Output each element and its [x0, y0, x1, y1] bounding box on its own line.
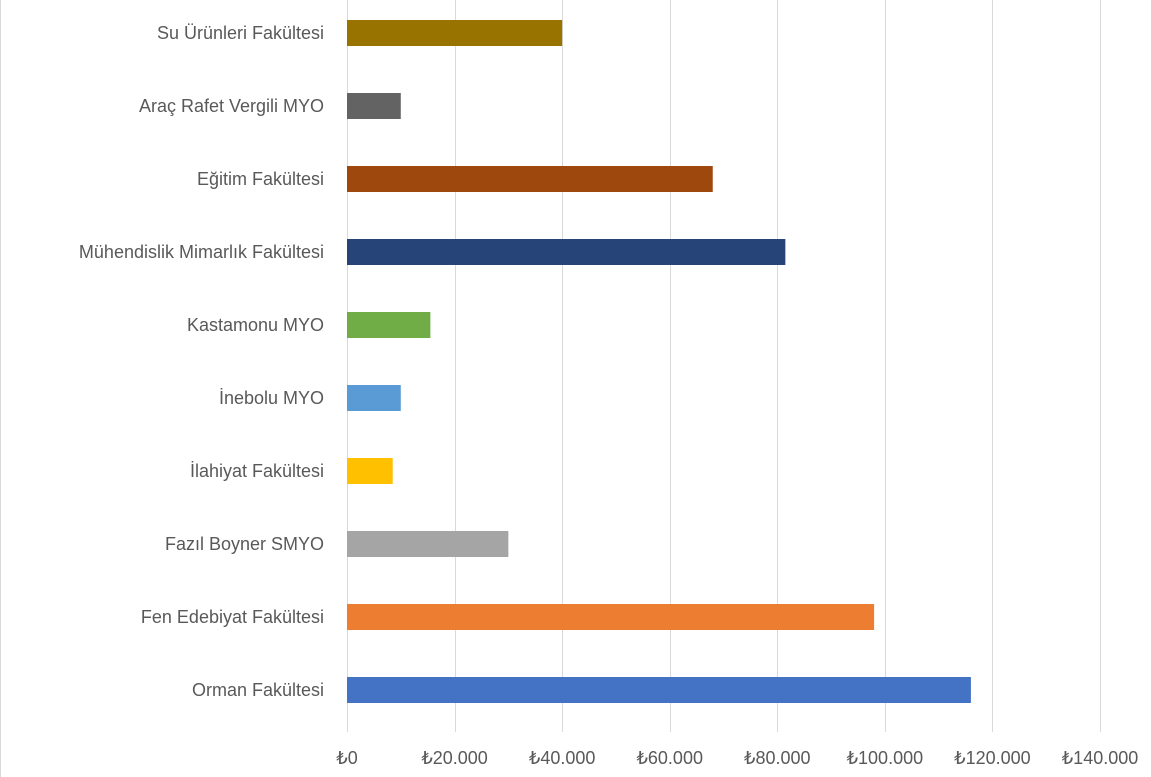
bar-7: [347, 531, 509, 557]
x-tick-label-3: ₺60.000: [636, 748, 703, 768]
category-label-9: Orman Fakültesi: [192, 680, 324, 700]
bar-4: [347, 312, 431, 338]
category-label-6: İlahiyat Fakültesi: [190, 461, 324, 481]
category-label-2: Eğitim Fakültesi: [197, 169, 324, 189]
bar-9: [347, 677, 971, 703]
x-tick-label-0: ₺0: [336, 748, 357, 768]
x-tick-label-5: ₺100.000: [847, 748, 924, 768]
category-label-1: Araç Rafet Vergili MYO: [139, 96, 324, 116]
x-tick-label-1: ₺20.000: [421, 748, 488, 768]
x-tick-label-7: ₺140.000: [1062, 748, 1139, 768]
bar-8: [347, 604, 875, 630]
category-label-0: Su Ürünleri Fakültesi: [157, 23, 324, 43]
category-label-4: Kastamonu MYO: [187, 315, 324, 335]
bar-5: [347, 385, 401, 411]
x-tick-label-6: ₺120.000: [954, 748, 1031, 768]
bar-2: [347, 166, 713, 192]
category-label-7: Fazıl Boyner SMYO: [165, 534, 324, 554]
chart-frame-edge: [0, 0, 1, 777]
category-label-8: Fen Edebiyat Fakültesi: [141, 607, 324, 627]
x-tick-label-2: ₺40.000: [529, 748, 596, 768]
bar-1: [347, 93, 401, 119]
bar-0: [347, 20, 563, 46]
x-tick-label-4: ₺80.000: [744, 748, 811, 768]
bar-6: [347, 458, 393, 484]
category-label-5: İnebolu MYO: [219, 388, 324, 408]
bar-3: [347, 239, 786, 265]
category-label-3: Mühendislik Mimarlık Fakültesi: [79, 242, 324, 262]
